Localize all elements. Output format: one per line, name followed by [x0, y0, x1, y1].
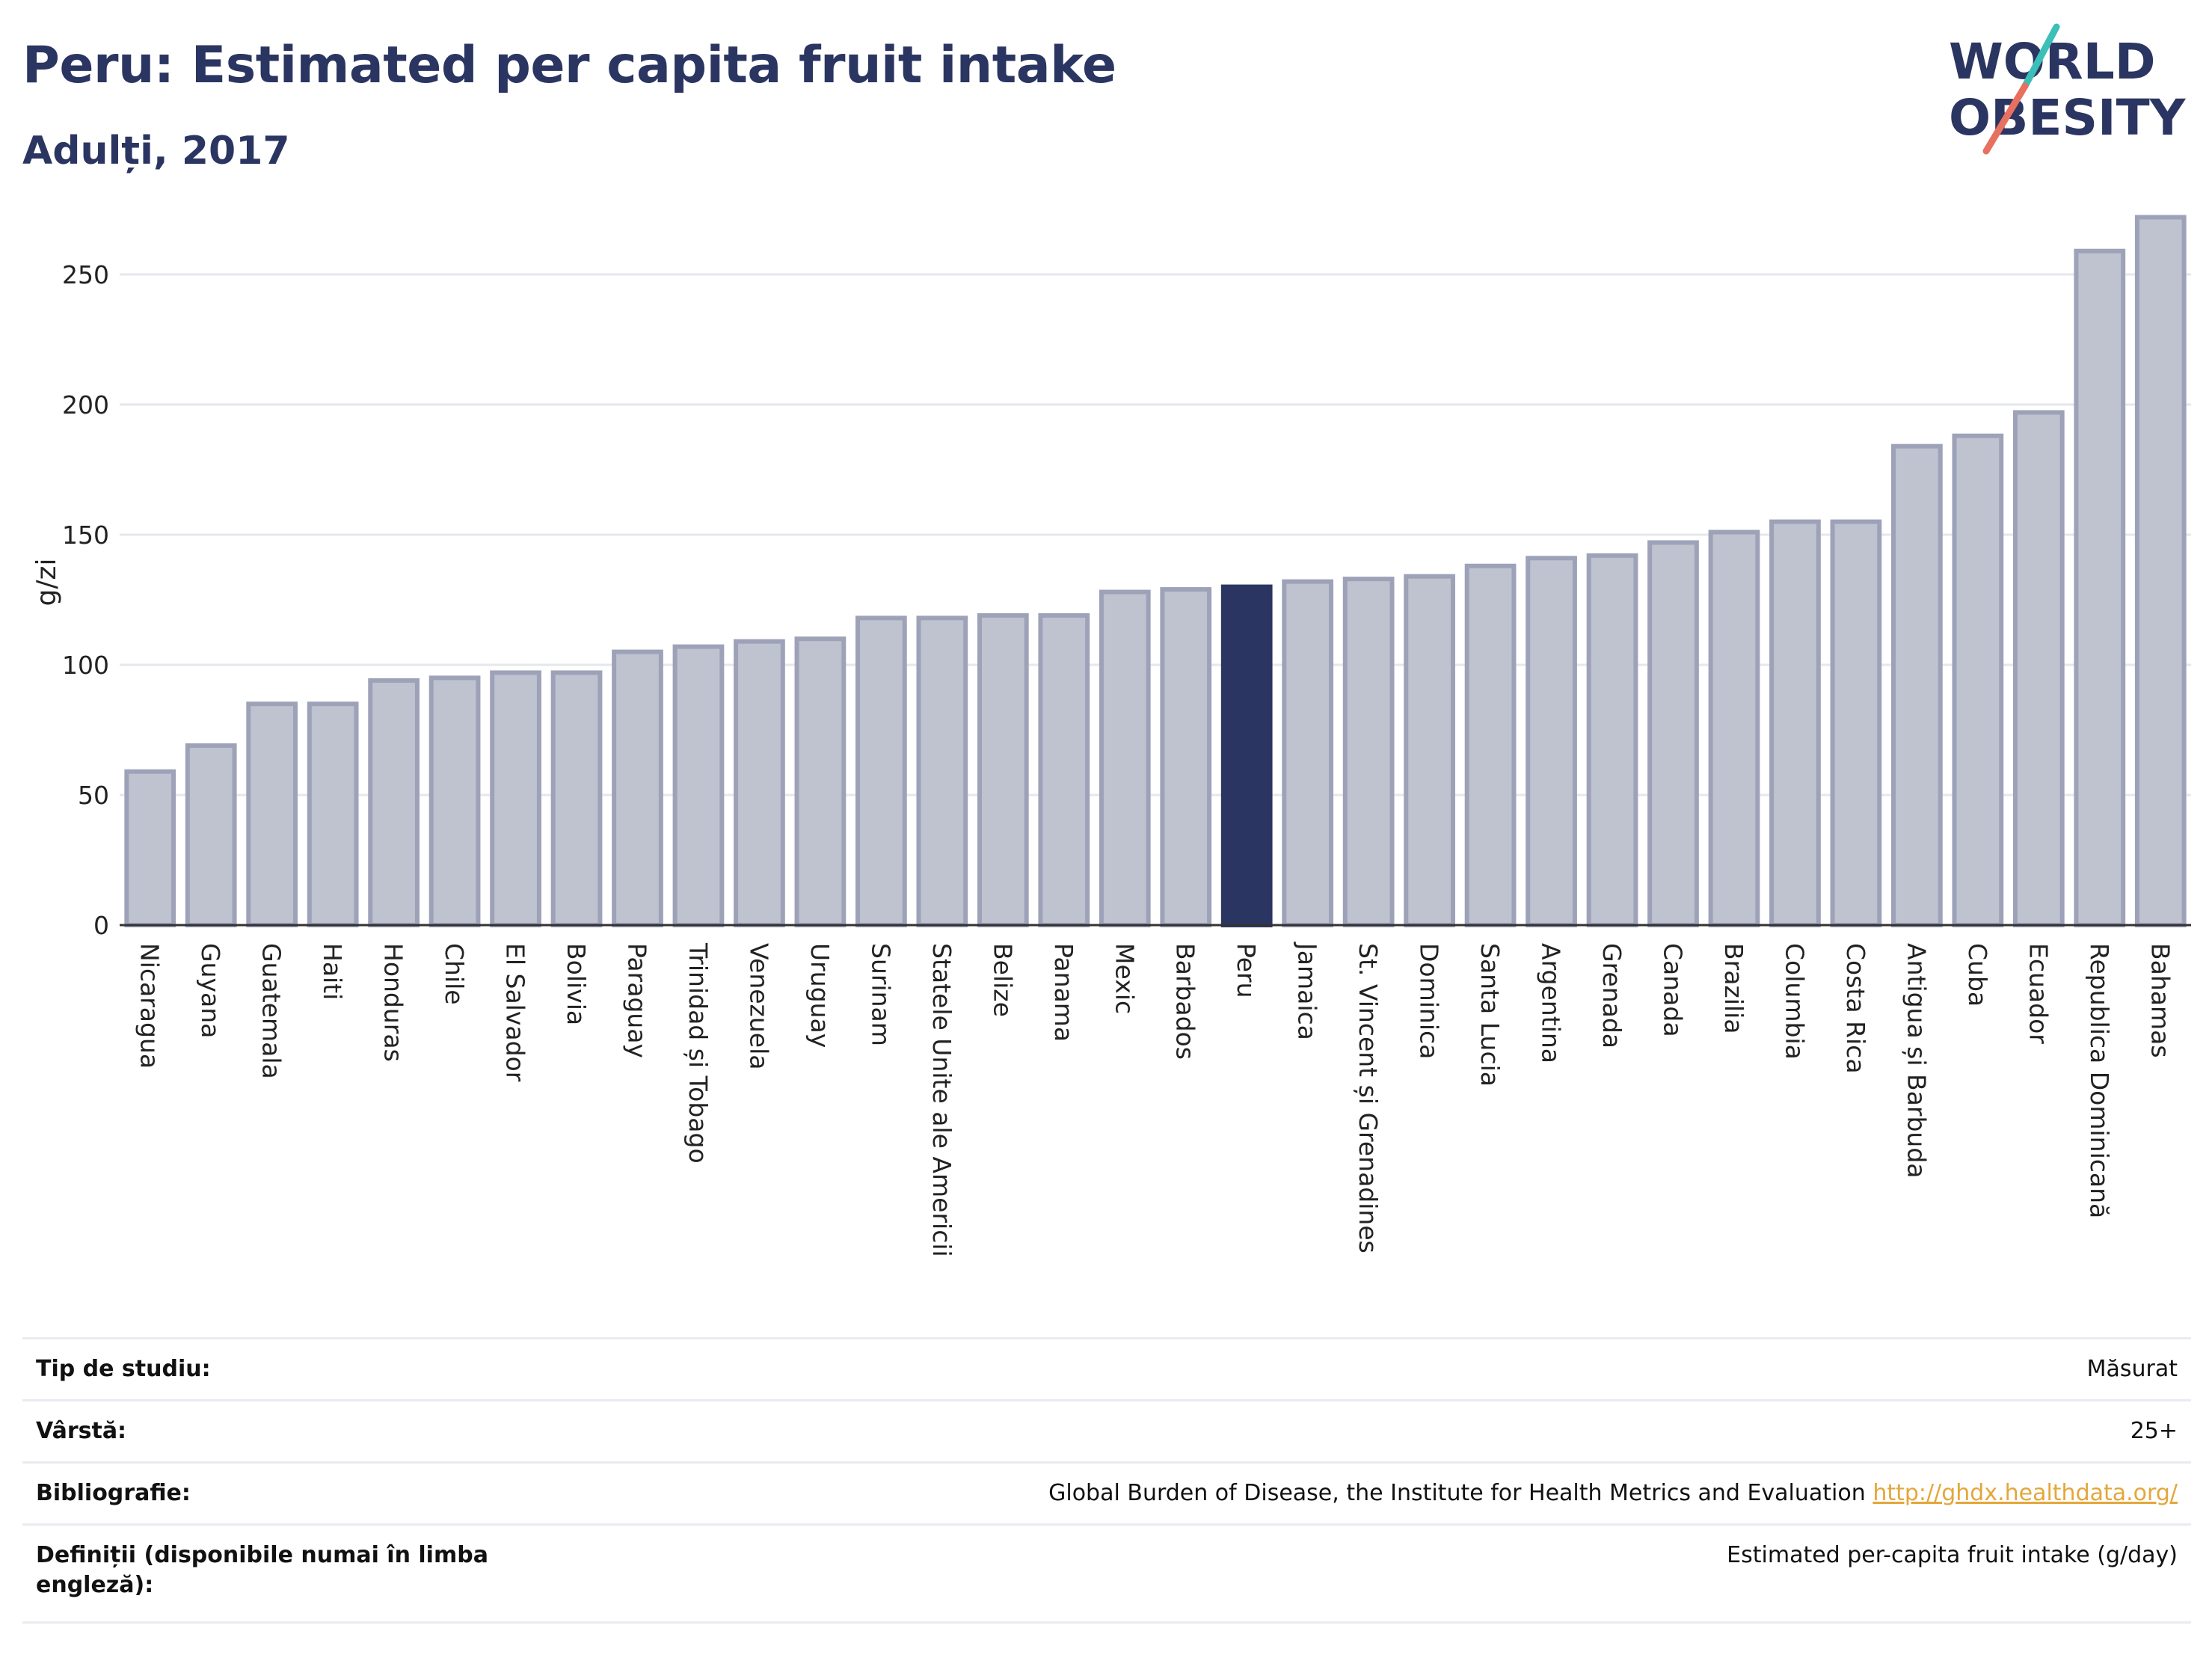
bar-brazilia[interactable]: [1708, 529, 1760, 927]
y-tick-label: 150: [62, 521, 109, 550]
bar-belize[interactable]: [977, 612, 1029, 927]
bar-st-vincent-i-grenadines[interactable]: [1342, 577, 1395, 927]
bar-mexic[interactable]: [1099, 589, 1151, 927]
bar-argentina[interactable]: [1526, 556, 1577, 927]
x-tick-label: Panama: [1049, 943, 1078, 1042]
x-tick-label: El Salvador: [501, 943, 530, 1082]
x-tick-label: Santa Lucia: [1475, 943, 1505, 1087]
bar-peru[interactable]: [1220, 584, 1273, 927]
x-tick-label: Venezuela: [744, 943, 773, 1069]
bibliography-link[interactable]: http://ghdx.healthdata.org/: [1872, 1480, 2178, 1506]
x-tick-label: Cuba: [1963, 943, 1992, 1007]
logo-line1: WORLD: [1949, 33, 2156, 90]
x-tick-label: Mexic: [1110, 943, 1139, 1014]
x-tick-label: Canada: [1659, 943, 1688, 1037]
x-tick-label: Guatemala: [257, 943, 286, 1079]
x-tick-label: Jamaica: [1293, 942, 1322, 1040]
y-tick-label: 100: [62, 651, 109, 680]
x-tick-label: Guyana: [196, 943, 225, 1038]
info-label: Tip de studiu:: [36, 1356, 211, 1382]
bar-guyana[interactable]: [185, 743, 237, 927]
bar-trinidad-i-tobago[interactable]: [672, 644, 725, 927]
bar-cuba[interactable]: [1952, 433, 2004, 927]
y-axis-label: g/zi: [31, 559, 62, 607]
info-row-definitions: Definiții (disponibile numai în limba en…: [22, 1523, 2191, 1621]
bar-santa-lucia[interactable]: [1464, 563, 1517, 927]
bar-haiti[interactable]: [307, 701, 359, 927]
bar-ecuador[interactable]: [2012, 410, 2065, 927]
x-tick-label: Chile: [440, 943, 469, 1005]
bar-surinam[interactable]: [855, 615, 907, 927]
x-tick-label: Argentina: [1537, 943, 1566, 1063]
x-tick-label: Brazilia: [1719, 943, 1748, 1034]
info-value: Estimated per-capita fruit intake (g/day…: [1727, 1542, 2178, 1568]
info-label: Vârstă:: [36, 1418, 127, 1444]
bar-uruguay[interactable]: [794, 636, 847, 927]
x-tick-label: St. Vincent și Grenadines: [1354, 943, 1383, 1253]
y-tick-label: 250: [62, 260, 109, 289]
bar-guatemala[interactable]: [246, 701, 298, 927]
x-tick-label: Columbia: [1780, 943, 1809, 1060]
bar-paraguay[interactable]: [612, 649, 663, 927]
x-tick-label: Peru: [1232, 943, 1261, 998]
info-table-bottom-border: [22, 1621, 2191, 1624]
info-label: Bibliografie:: [36, 1480, 191, 1506]
bar-antigua-i-barbuda[interactable]: [1891, 443, 1943, 927]
x-tick-label: Barbados: [1171, 943, 1200, 1060]
bar-columbia[interactable]: [1769, 519, 1821, 927]
world-obesity-logo: WORLD OBESITY: [1949, 23, 2187, 155]
x-tick-label: Bahamas: [2145, 943, 2175, 1058]
bar-honduras[interactable]: [368, 678, 420, 927]
x-tick-label: Belize: [988, 943, 1017, 1017]
info-value: 25+: [2130, 1418, 2178, 1444]
x-tick-label: Nicaragua: [135, 943, 165, 1069]
x-tick-label: Trinidad și Tobago: [683, 942, 713, 1164]
logo-line2: OBESITY: [1949, 89, 2187, 147]
bar-chart: 0 50 100 150 200 250 g/zi Nicaragua Guyana Guatem…: [31, 215, 2191, 1257]
bar-statele-unite-ale-americii[interactable]: [916, 615, 968, 927]
info-table: Tip de studiu: Măsurat Vârstă: 25+ Bibli…: [22, 1337, 2191, 1624]
chart-title: Peru: Estimated per capita fruit intake: [22, 36, 1116, 95]
info-row-bibliography: Bibliografie: Global Burden of Disease, …: [22, 1461, 2191, 1523]
bar-chile[interactable]: [428, 675, 481, 928]
bibliography-text: Global Burden of Disease, the Institute …: [1048, 1480, 1866, 1506]
y-tick-label: 0: [93, 911, 109, 940]
x-tick-label: Grenada: [1597, 943, 1626, 1048]
x-tick-label: Paraguay: [623, 943, 652, 1058]
x-tick-label: Bolivia: [562, 943, 591, 1025]
info-row-age: Vârstă: 25+: [22, 1399, 2191, 1461]
bar-costa-rica[interactable]: [1830, 519, 1882, 927]
bar-republica-dominican-[interactable]: [2074, 248, 2126, 927]
x-tick-label: Ecuador: [2024, 943, 2053, 1044]
y-tick-label: 50: [78, 781, 109, 810]
y-tick-label: 200: [62, 390, 109, 420]
bar-bolivia[interactable]: [550, 670, 603, 927]
x-tick-label: Honduras: [379, 943, 408, 1062]
bar-panama[interactable]: [1038, 612, 1090, 927]
x-tick-label: Surinam: [866, 943, 895, 1046]
x-tick-label: Statele Unite ale Americii: [927, 943, 956, 1257]
bar-grenada[interactable]: [1586, 553, 1638, 928]
x-tick-label: Republica Dominicană: [2085, 943, 2114, 1218]
bar-jamaica[interactable]: [1282, 579, 1334, 927]
info-label: Definiții (disponibile numai în limba en…: [36, 1542, 488, 1598]
x-tick-label: Haiti: [318, 943, 347, 1000]
logo-slash-teal: [2021, 23, 2060, 90]
info-value: Global Burden of Disease, the Institute …: [1048, 1479, 2178, 1508]
x-tick-label: Costa Rica: [1841, 943, 1870, 1074]
x-tick-label: Uruguay: [805, 943, 835, 1048]
x-tick-label: Antigua și Barbuda: [1902, 943, 1931, 1178]
bar-barbados[interactable]: [1160, 587, 1212, 928]
bar-canada[interactable]: [1647, 540, 1699, 927]
bar-venezuela[interactable]: [734, 639, 785, 927]
bar-el-salvador[interactable]: [490, 670, 541, 927]
x-tick-label: Dominica: [1415, 943, 1444, 1059]
info-value: Măsurat: [2086, 1356, 2178, 1382]
info-row-study-type: Tip de studiu: Măsurat: [22, 1337, 2191, 1399]
logo-slash-coral: [1982, 82, 2029, 155]
bar-dominica[interactable]: [1404, 574, 1455, 927]
chart-subtitle: Adulți, 2017: [22, 129, 290, 174]
bar-bahamas[interactable]: [2134, 215, 2187, 927]
bar-nicaragua[interactable]: [124, 769, 176, 928]
